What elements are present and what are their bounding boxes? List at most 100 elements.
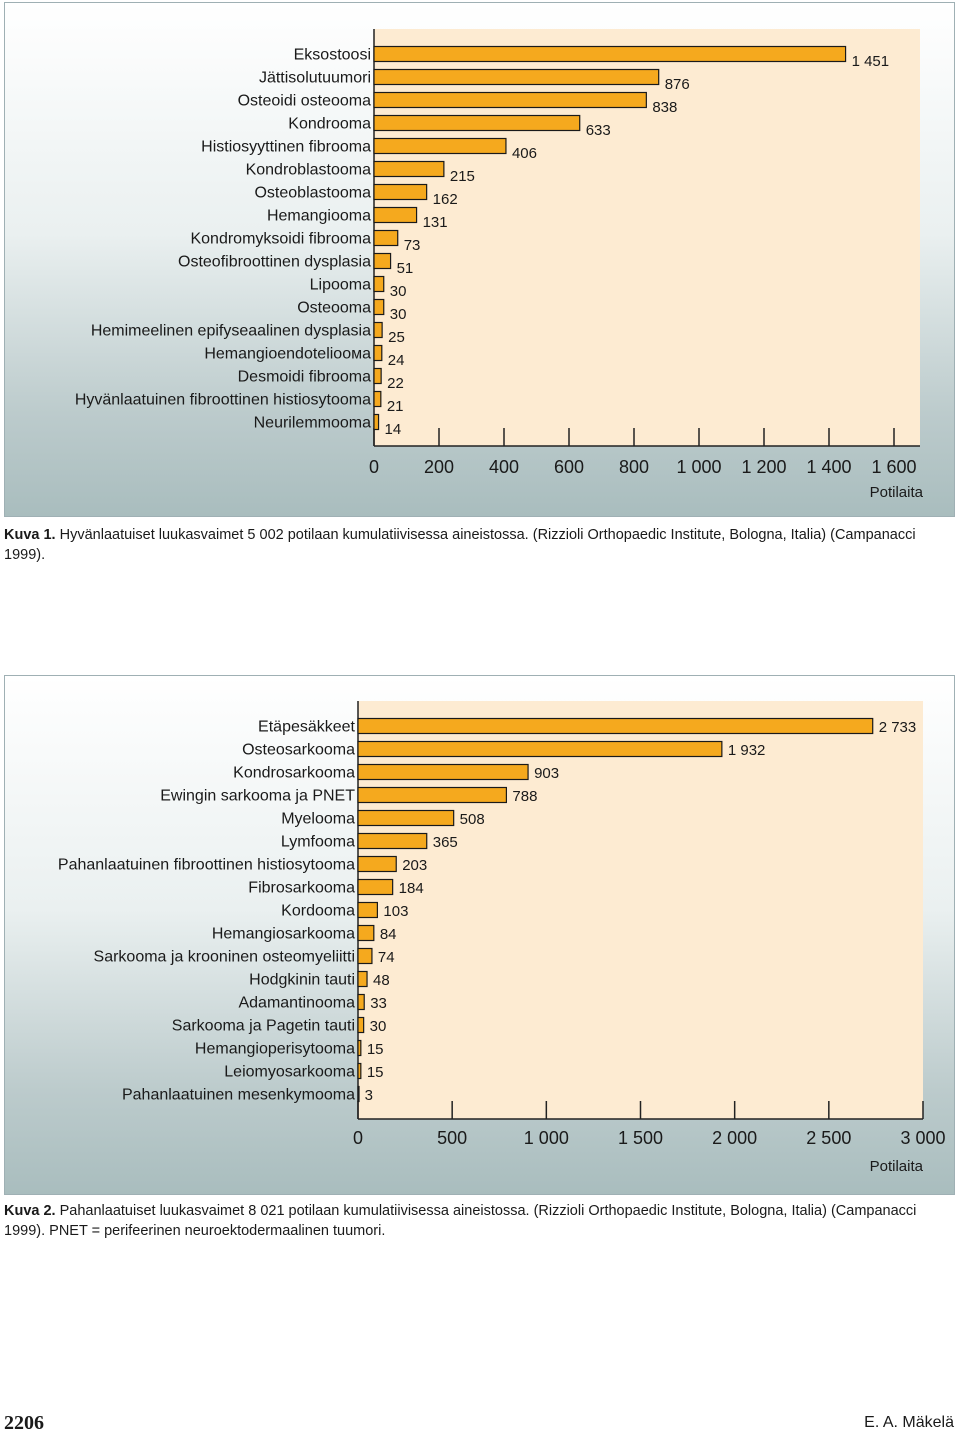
x-tick-label: 200 — [424, 457, 454, 477]
author: E. A. Mäkelä — [864, 1414, 954, 1431]
category-label: Hemangioendotelioома — [204, 346, 371, 363]
category-label: Osteoblastooma — [254, 185, 371, 202]
bar — [373, 160, 445, 178]
figure-caption-1: Kuva 1. Hyvänlaatuiset luukasvaimet 5 00… — [4, 525, 956, 565]
category-label: Hodgkinin tauti — [249, 972, 355, 989]
value-label: 30 — [370, 1018, 387, 1035]
value-label: 22 — [387, 375, 404, 392]
x-tick-label: 2 000 — [712, 1128, 757, 1148]
bar — [357, 763, 529, 781]
category-label: Lymfooma — [281, 834, 355, 851]
category-label: Pahanlaatuinen fibroottinen histiosytoom… — [58, 857, 355, 874]
value-label: 25 — [388, 329, 405, 346]
x-tick-label: 1 500 — [618, 1128, 663, 1148]
bar — [373, 413, 380, 431]
value-label: 103 — [383, 903, 408, 920]
bar — [357, 740, 723, 758]
malignant-tumors-chart: 0 500 1 000 1 500 2 000 2 500 3 000 Potilaita Et… — [58, 701, 946, 1175]
bar — [373, 206, 418, 224]
x-tick-label: 1 400 — [806, 457, 851, 477]
chart-panel-benign: 0 200 400 600 800 1 000 1 200 1 400 1 600 Potilai… — [4, 2, 955, 517]
figure-caption-2: Kuva 2. Pahanlaatuiset luukasvaimet 8 02… — [4, 1201, 956, 1241]
category-label: Eksostoosi — [294, 47, 371, 64]
category-label: Osteooma — [297, 300, 371, 317]
bar — [373, 137, 507, 155]
caption-text: Hyvänlaatuiset luukasvaimet 5 002 potila… — [4, 527, 916, 563]
value-label: 788 — [512, 788, 537, 805]
category-label: Hemangiooma — [267, 208, 371, 225]
bar — [373, 45, 847, 63]
category-label: Desmoidi fibrooma — [238, 369, 371, 386]
caption-label: Kuva 1. — [4, 527, 56, 543]
x-tick-label: 1 200 — [741, 457, 786, 477]
bar — [373, 183, 428, 201]
category-label: Adamantinooma — [238, 995, 355, 1012]
x-tick-label: 400 — [489, 457, 519, 477]
value-label: 1 451 — [852, 53, 890, 70]
bar — [357, 832, 428, 850]
bar — [373, 344, 383, 362]
value-label: 33 — [370, 995, 387, 1012]
value-label: 14 — [385, 421, 402, 438]
category-label: Kordooma — [281, 903, 355, 920]
category-label: Fibrosarkooma — [248, 880, 355, 897]
bar — [357, 1062, 362, 1080]
value-label: 15 — [367, 1041, 384, 1058]
bar — [357, 901, 378, 919]
category-label: Osteosarkooma — [242, 742, 355, 759]
bar — [357, 1085, 360, 1103]
bar — [357, 809, 455, 827]
category-label: Kondrosarkooma — [233, 765, 355, 782]
value-label: 508 — [460, 811, 485, 828]
x-tick-label: 0 — [369, 457, 379, 477]
value-label: 838 — [652, 99, 677, 116]
bar — [373, 367, 382, 385]
category-label: Etäpesäkkeet — [258, 719, 356, 736]
bar — [357, 1016, 365, 1034]
x-tick-label: 3 000 — [900, 1128, 945, 1148]
bar — [357, 717, 874, 735]
category-label: Hemimeelinen epifyseaalinen dysplasia — [91, 323, 371, 340]
value-label: 51 — [397, 260, 414, 277]
bar — [373, 390, 382, 408]
category-label: Lipooma — [310, 277, 371, 294]
x-axis-label: Potilaita — [870, 1158, 924, 1175]
category-label: Kondroblastooma — [246, 162, 372, 179]
x-tick-label: 2 500 — [806, 1128, 851, 1148]
value-label: 84 — [380, 926, 397, 943]
category-label: Myelooma — [281, 811, 355, 828]
bar — [357, 786, 508, 804]
bar — [357, 924, 375, 942]
value-label: 21 — [387, 398, 404, 415]
benign-tumors-chart: 0 200 400 600 800 1 000 1 200 1 400 1 600 Potilai… — [75, 29, 924, 501]
bar — [357, 1039, 362, 1057]
x-axis-label: Potilaita — [870, 484, 924, 501]
value-label: 162 — [433, 191, 458, 208]
x-tick-label: 1 000 — [524, 1128, 569, 1148]
value-label: 203 — [402, 857, 427, 874]
category-label: Hemangiosarkooma — [212, 926, 355, 943]
bar — [357, 855, 397, 873]
value-label: 73 — [404, 237, 421, 254]
x-tick-label: 1 600 — [871, 457, 916, 477]
bar — [373, 114, 581, 132]
value-label: 215 — [450, 168, 475, 185]
x-tick-label: 600 — [554, 457, 584, 477]
bar — [357, 947, 373, 965]
page-number: 2206 — [4, 1412, 44, 1434]
plot-area — [358, 701, 923, 1119]
value-label: 633 — [586, 122, 611, 139]
bar — [373, 68, 660, 86]
value-label: 1 932 — [728, 742, 766, 759]
bar — [373, 321, 383, 339]
value-label: 3 — [365, 1087, 373, 1104]
category-label: Kondrooma — [288, 116, 371, 133]
category-label: Hyvänlaatuinen fibroottinen histiosytoom… — [75, 392, 371, 409]
plot-area — [374, 29, 920, 446]
value-label: 184 — [399, 880, 424, 897]
category-label: Osteofibroottinen dysplasia — [178, 254, 371, 271]
category-label: Ewingin sarkooma ja PNET — [160, 788, 355, 805]
bar — [357, 970, 368, 988]
value-label: 903 — [534, 765, 559, 782]
category-label: Osteoidi osteooma — [238, 93, 372, 110]
